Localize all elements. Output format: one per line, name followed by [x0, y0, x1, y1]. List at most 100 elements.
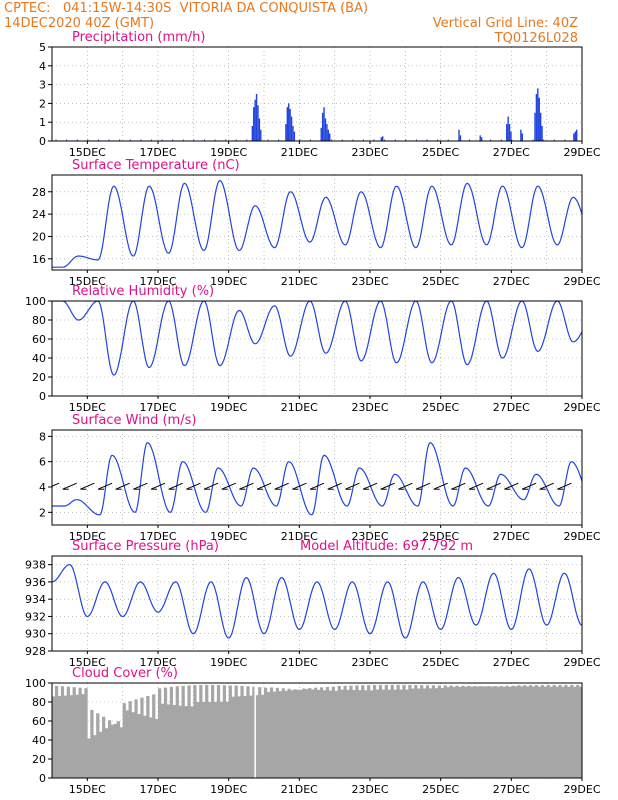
precip-trace	[426, 139, 428, 141]
cloud-bar	[340, 689, 344, 778]
cloud-bar	[531, 686, 536, 778]
cloud-bar	[178, 705, 182, 778]
cloud-bar	[455, 685, 459, 778]
cloud-bar	[576, 684, 580, 778]
cloud-bar	[208, 701, 212, 778]
cloud-bar	[119, 727, 123, 778]
ytick-label-rh: 100	[25, 295, 46, 308]
cloud-bar	[537, 686, 542, 778]
precip-trace	[214, 139, 216, 141]
cloud-bar	[122, 703, 126, 778]
cloud-bar	[246, 686, 250, 778]
line-temp	[52, 179, 582, 268]
ytick-label-wind: 6	[39, 456, 46, 469]
precip-trace	[447, 139, 449, 141]
series-rh	[52, 301, 582, 376]
cloud-bar	[258, 687, 262, 778]
wind-arrow	[362, 482, 378, 490]
frame-cloud	[51, 682, 583, 779]
precip-trace	[384, 139, 386, 141]
cloud-bar	[579, 686, 582, 778]
xtick-label-precip: 25DEC	[422, 146, 459, 159]
panel-pres: 928 930 932 934 936 938 15DEC 17DEC 19DEC 21DEC 23…	[25, 539, 601, 669]
precip-bar	[520, 129, 522, 141]
xtick-label-precip: 17DEC	[139, 146, 176, 159]
precip-bar	[507, 116, 509, 141]
xtick-label-temp: 23DEC	[351, 275, 388, 288]
cloud-bar	[225, 701, 229, 778]
ytick-label-cloud: 100	[25, 677, 46, 690]
ytick-label-pres: 938	[25, 559, 46, 572]
xtick-label-precip: 27DEC	[493, 146, 530, 159]
precip-trace	[278, 139, 280, 141]
wind-arrow	[256, 482, 272, 490]
precip-trace	[468, 139, 470, 141]
precip-trace	[532, 139, 534, 141]
title-temp: Surface Temperature (nC)	[72, 158, 240, 173]
cloud-bar	[523, 685, 527, 778]
xtick-label-rh: 23DEC	[351, 401, 388, 414]
precip-trace	[415, 139, 417, 141]
xtick-label-cloud: 21DEC	[281, 783, 318, 796]
ytick-label-precip: 3	[39, 79, 46, 92]
cloud-bar	[405, 689, 409, 778]
cloud-bar	[299, 689, 303, 778]
xtick-label-cloud: 17DEC	[139, 783, 176, 796]
precip-trace	[235, 139, 237, 141]
precip-trace	[203, 139, 205, 141]
cloud-bar	[420, 685, 424, 778]
cloud-bar	[252, 686, 256, 778]
cloud-bar	[502, 686, 506, 778]
cloud-bar	[169, 686, 174, 778]
cloud-bar	[358, 690, 362, 778]
cloud-bar	[346, 689, 350, 778]
cloud-bar	[514, 686, 518, 778]
precip-bar	[323, 107, 325, 141]
precip-trace	[500, 139, 502, 141]
cloud-bar	[493, 686, 497, 778]
precip-bar	[286, 107, 289, 141]
cloud-bar	[228, 685, 232, 778]
cloud-bar	[275, 687, 280, 778]
cloud-bar	[529, 685, 533, 778]
cloud-bar	[431, 685, 436, 778]
cloud-bar	[278, 691, 282, 778]
xtick-label-rh: 29DEC	[563, 401, 600, 414]
cloud-bar	[481, 686, 486, 778]
cloud-bar	[243, 696, 247, 778]
cloud-bar	[561, 686, 565, 778]
cloud-bar	[190, 706, 194, 778]
cloud-bar	[573, 686, 577, 778]
ytick-label-cloud: 60	[32, 715, 46, 728]
wind-arrow	[521, 482, 537, 490]
cloud-bar	[196, 701, 200, 778]
wind-arrow	[345, 482, 360, 490]
cloud-bar	[499, 685, 503, 778]
precip-trace	[341, 139, 343, 141]
precip-bar	[574, 131, 576, 141]
precip-trace	[543, 139, 545, 141]
title-wind: Surface Wind (m/s)	[72, 413, 196, 428]
cloud-bar	[378, 684, 383, 778]
wind-arrow	[292, 482, 307, 490]
precip-bar	[257, 105, 259, 141]
annotation-pres: Model Altitude: 697.792 m	[300, 539, 473, 554]
cloud-bar	[317, 689, 321, 778]
cloud-bar	[269, 687, 274, 778]
xtick-label-rh: 21DEC	[281, 401, 318, 414]
cloud-bar	[160, 703, 165, 778]
cloud-bar	[428, 688, 433, 778]
precip-bar	[253, 107, 255, 141]
series-temp	[52, 179, 582, 268]
ytick-label-cloud: 40	[32, 734, 46, 747]
cloud-bar	[216, 685, 221, 778]
precip-trace	[362, 139, 364, 141]
precip-trace	[352, 139, 354, 141]
precip-bar	[541, 125, 543, 141]
cloud-bar	[266, 692, 271, 778]
cloud-bar	[437, 685, 441, 778]
xtick-label-rh: 17DEC	[139, 401, 176, 414]
wind-arrow	[168, 482, 183, 490]
xtick-label-temp: 25DEC	[422, 275, 459, 288]
wind-arrow	[239, 482, 254, 490]
